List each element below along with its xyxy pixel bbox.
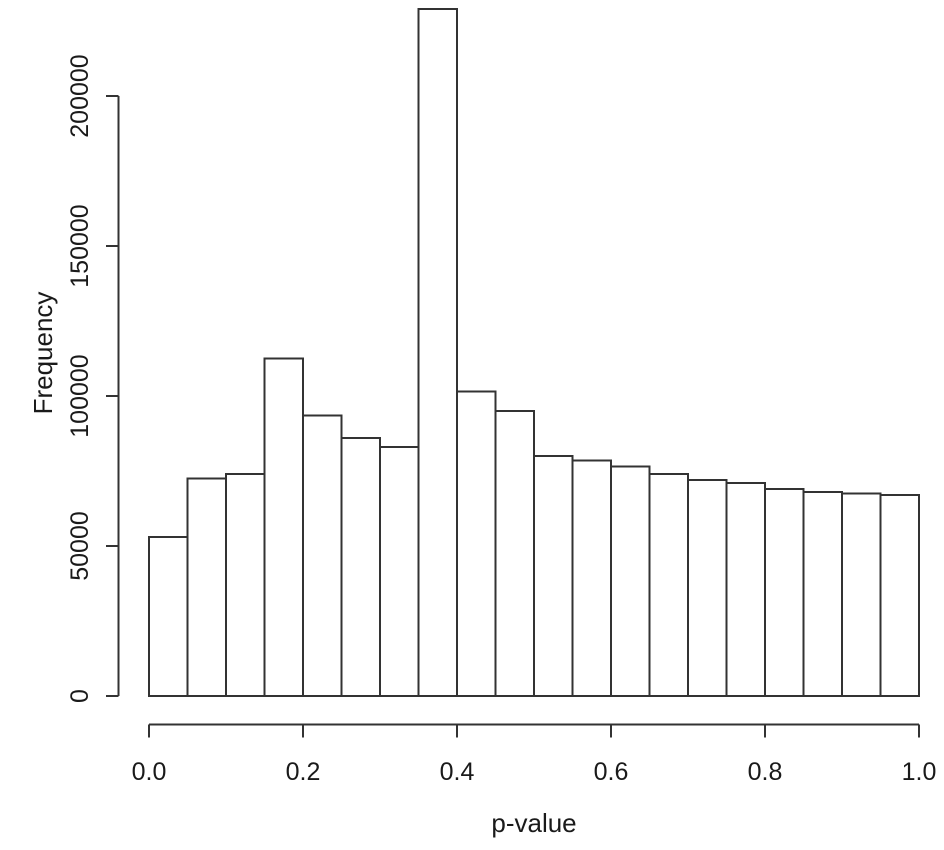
histogram-bar bbox=[148, 536, 189, 697]
histogram-bar bbox=[379, 446, 420, 697]
histogram-bar bbox=[533, 455, 574, 697]
histogram-bar bbox=[610, 465, 651, 697]
x-axis-title: p-value bbox=[491, 808, 576, 838]
axes-layer: 0 50000 100000 150000 200000 0.0 0.2 0.4 0.6 0.8 1… bbox=[66, 54, 936, 786]
histogram-bar bbox=[725, 482, 766, 697]
y-tick-label: 50000 bbox=[66, 511, 94, 581]
y-tick-label: 100000 bbox=[66, 354, 94, 437]
histogram-bar bbox=[417, 8, 458, 697]
y-tick-label: 0 bbox=[66, 689, 94, 703]
x-tick-label: 0.2 bbox=[286, 758, 321, 786]
histogram-bar bbox=[494, 410, 535, 697]
histogram-bar bbox=[340, 437, 381, 697]
histogram-bar bbox=[571, 459, 612, 697]
bars-layer bbox=[148, 8, 920, 697]
histogram-bar bbox=[263, 357, 304, 697]
histogram-bar bbox=[648, 473, 689, 697]
x-tick-label: 0.6 bbox=[594, 758, 629, 786]
histogram-bar bbox=[225, 473, 266, 697]
histogram-bar bbox=[841, 492, 882, 697]
x-tick-label: 0.8 bbox=[748, 758, 783, 786]
histogram-bar bbox=[879, 494, 920, 697]
histogram-bar bbox=[802, 491, 843, 697]
y-tick-label: 150000 bbox=[66, 204, 94, 287]
y-tick-label: 200000 bbox=[66, 54, 94, 137]
histogram-bar bbox=[687, 479, 728, 697]
histogram-bar bbox=[302, 414, 343, 697]
x-tick-label: 1.0 bbox=[902, 758, 937, 786]
x-tick-label: 0.0 bbox=[132, 758, 167, 786]
histogram-bar bbox=[764, 488, 805, 697]
histogram-bar bbox=[456, 390, 497, 697]
histogram-bar bbox=[186, 477, 227, 697]
y-axis-title: Frequency bbox=[28, 292, 58, 415]
x-tick-label: 0.4 bbox=[440, 758, 475, 786]
